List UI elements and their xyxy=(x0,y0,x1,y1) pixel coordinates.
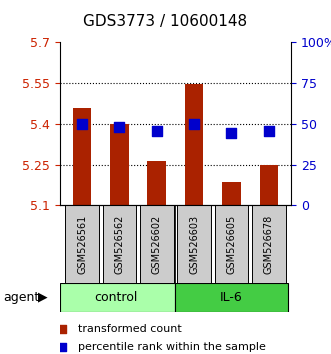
Bar xyxy=(185,84,204,205)
Text: transformed count: transformed count xyxy=(78,324,182,334)
Point xyxy=(194,269,199,275)
FancyBboxPatch shape xyxy=(103,205,136,283)
Point xyxy=(154,128,160,133)
Text: GSM526562: GSM526562 xyxy=(115,215,124,274)
Point xyxy=(266,128,271,133)
Point xyxy=(117,124,122,130)
Bar xyxy=(147,161,166,205)
Text: IL-6: IL-6 xyxy=(220,291,243,304)
FancyBboxPatch shape xyxy=(60,283,175,312)
Bar xyxy=(110,124,129,205)
Bar xyxy=(260,165,278,205)
Text: percentile rank within the sample: percentile rank within the sample xyxy=(78,342,266,352)
Point xyxy=(194,108,199,114)
Text: GSM526602: GSM526602 xyxy=(152,215,162,274)
Point xyxy=(191,121,197,127)
Text: GSM526603: GSM526603 xyxy=(189,215,199,274)
Bar xyxy=(222,182,241,205)
FancyBboxPatch shape xyxy=(140,205,173,283)
Text: ▶: ▶ xyxy=(38,291,48,304)
Text: GDS3773 / 10600148: GDS3773 / 10600148 xyxy=(83,14,248,29)
Text: GSM526678: GSM526678 xyxy=(264,215,274,274)
FancyBboxPatch shape xyxy=(177,205,211,283)
Text: agent: agent xyxy=(3,291,40,304)
FancyBboxPatch shape xyxy=(175,283,288,312)
Text: GSM526605: GSM526605 xyxy=(226,215,236,274)
Text: GSM526561: GSM526561 xyxy=(77,215,87,274)
FancyBboxPatch shape xyxy=(252,205,286,283)
Point xyxy=(229,131,234,136)
Point xyxy=(79,121,85,127)
Bar xyxy=(73,108,91,205)
Text: control: control xyxy=(94,291,137,304)
FancyBboxPatch shape xyxy=(65,205,99,283)
FancyBboxPatch shape xyxy=(215,205,248,283)
